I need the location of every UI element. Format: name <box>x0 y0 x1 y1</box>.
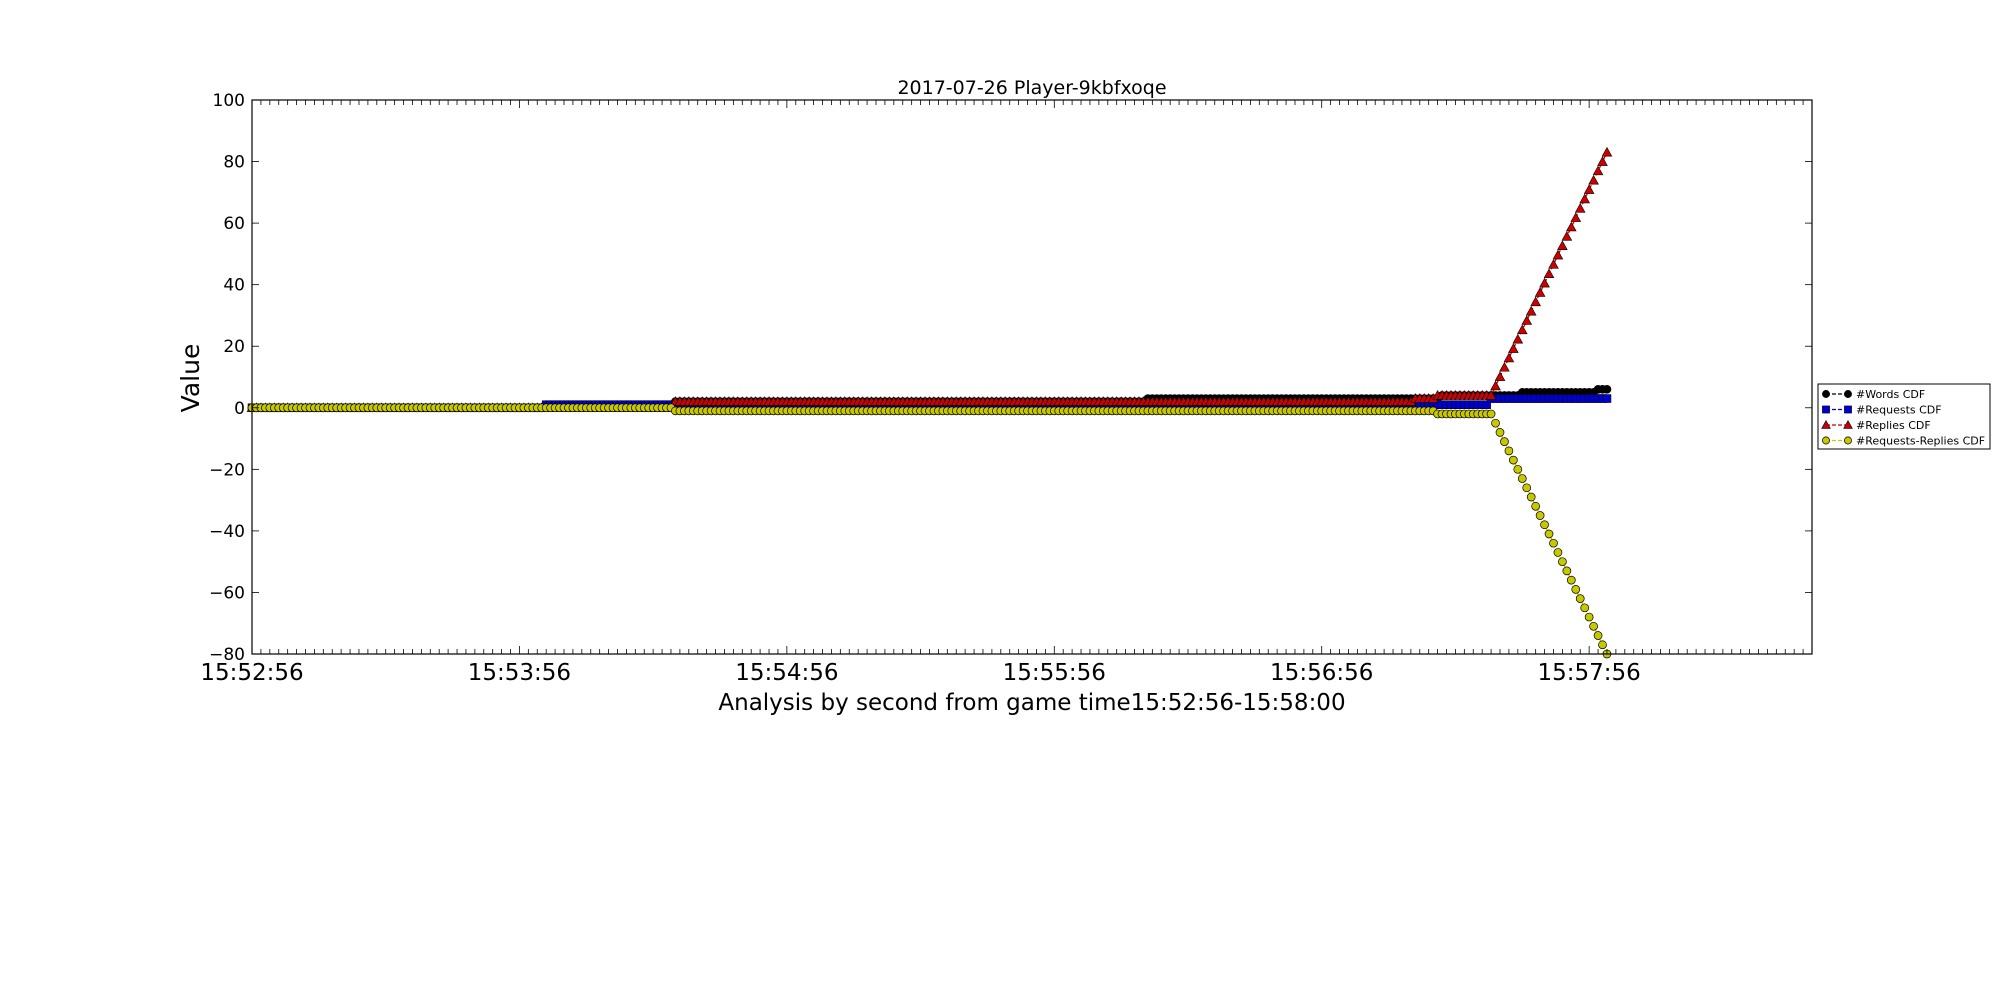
data-point <box>1583 184 1595 194</box>
data-point <box>1822 405 1830 414</box>
data-point <box>1494 371 1506 381</box>
data-point <box>1843 420 1853 429</box>
data-point <box>1601 146 1613 157</box>
data-point <box>1593 631 1603 640</box>
data-point <box>1584 612 1594 622</box>
y-tick-label: 100 <box>213 91 245 111</box>
y-tick-label: −40 <box>209 522 245 542</box>
data-point <box>1557 240 1568 250</box>
data-point <box>1588 174 1599 185</box>
data-point <box>1534 287 1546 297</box>
y-tick-label: −20 <box>209 460 245 480</box>
data-point <box>1525 305 1537 316</box>
data-point <box>1491 418 1500 428</box>
data-point <box>1531 501 1541 511</box>
x-tick-label: 15:52:56 <box>200 660 303 686</box>
data-point <box>1517 474 1527 483</box>
data-point <box>1579 193 1590 204</box>
data-point <box>1553 548 1563 557</box>
data-point <box>1598 640 1607 650</box>
data-point <box>1574 203 1586 213</box>
x-tick-label: 15:57:56 <box>1537 660 1640 686</box>
y-axis-label: Value <box>176 344 205 413</box>
data-point <box>1486 409 1496 419</box>
data-point <box>1513 464 1523 474</box>
data-point <box>1844 390 1852 398</box>
legend-label: #Requests-Replies CDF <box>1856 435 1985 448</box>
data-point <box>1822 436 1830 445</box>
series-replies-cdf <box>246 146 1613 412</box>
data-point <box>1570 212 1582 222</box>
data-point <box>1566 575 1576 585</box>
data-point <box>1504 446 1514 456</box>
y-tick-labels: 100 80 60 40 20 0 −20 −40 −60 −80 <box>209 91 245 665</box>
axis-ticks <box>251 99 1813 655</box>
data-point <box>1522 483 1532 493</box>
y-tick-label: 40 <box>223 276 245 296</box>
data-point <box>1543 268 1555 279</box>
data-point <box>1535 511 1545 520</box>
data-point <box>1844 405 1852 414</box>
chart-title: 2017-07-26 Player-9kbfxoqe <box>897 77 1166 99</box>
data-point <box>1540 520 1549 530</box>
x-tick-label: 15:56:56 <box>1270 660 1373 686</box>
legend: #Words CDF #Requests CDF #Replies CDF #Requ… <box>1817 383 1991 450</box>
data-point <box>1562 566 1572 576</box>
series-line <box>252 152 1608 409</box>
x-tick-label: 15:55:56 <box>1003 660 1106 686</box>
data-point <box>1482 400 1491 409</box>
data-point <box>1548 259 1559 269</box>
data-point <box>1844 436 1852 445</box>
data-point <box>1575 594 1585 603</box>
data-point <box>1526 492 1536 502</box>
data-point <box>1508 343 1519 353</box>
data-point <box>1495 428 1505 437</box>
data-point <box>1602 394 1612 403</box>
data-point <box>1566 221 1577 232</box>
data-point <box>1558 557 1567 567</box>
data-point <box>1822 390 1830 398</box>
y-tick-label: −60 <box>209 583 245 603</box>
legend-label: #Words CDF <box>1856 388 1925 401</box>
data-point <box>1503 352 1515 363</box>
data-point <box>1539 277 1550 288</box>
x-tick-label: 15:54:56 <box>735 660 838 686</box>
data-point <box>1544 529 1554 539</box>
y-tick-label: 60 <box>223 214 245 234</box>
data-point <box>1512 333 1524 344</box>
y-tick-label: −80 <box>209 645 245 665</box>
data-point <box>1490 380 1501 391</box>
x-axis-label: Analysis by second from game time15:52:5… <box>718 690 1345 716</box>
data-point <box>1521 315 1533 325</box>
data-point <box>1571 585 1581 594</box>
series-requests-replies-cdf <box>247 403 1612 659</box>
x-tick-label: 15:53:56 <box>468 660 571 686</box>
legend-label: #Replies CDF <box>1856 419 1931 432</box>
series-line <box>252 407 1608 655</box>
data-point <box>1500 437 1509 446</box>
data-point <box>1499 361 1510 372</box>
data-point <box>1602 384 1612 394</box>
data-point <box>1509 455 1518 465</box>
data-point <box>1549 538 1558 548</box>
legend-label: #Requests CDF <box>1856 404 1942 417</box>
data-point <box>1552 249 1564 260</box>
y-tick-label: 80 <box>223 153 245 173</box>
data-point <box>1821 420 1831 429</box>
y-tick-label: 0 <box>234 399 245 419</box>
axes-frame <box>251 99 1813 655</box>
data-point <box>1485 390 1497 400</box>
data-point <box>1597 156 1608 166</box>
data-point <box>1592 165 1604 176</box>
y-tick-label: 20 <box>223 337 245 357</box>
data-point <box>1530 296 1541 307</box>
data-point <box>1580 603 1590 613</box>
data-point <box>1516 324 1528 335</box>
x-tick-labels: 15:52:56 15:53:56 15:54:56 15:55:56 15:56:56… <box>200 660 1640 686</box>
data-point <box>1561 231 1573 241</box>
plot-area <box>246 146 1613 659</box>
data-point <box>1589 621 1598 631</box>
